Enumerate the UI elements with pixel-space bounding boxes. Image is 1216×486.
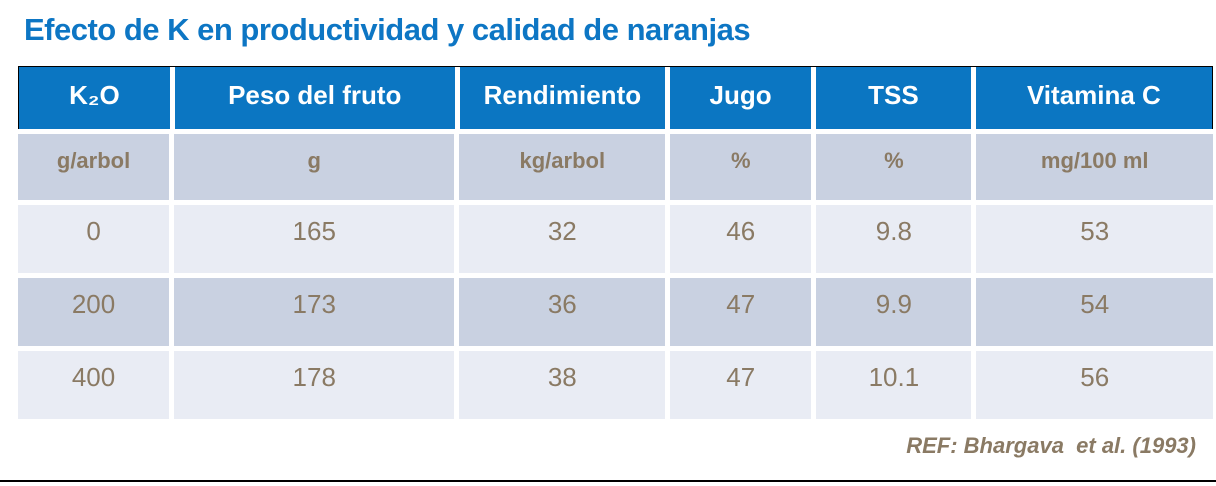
data-cell: 38 — [459, 351, 666, 419]
data-cell: 200 — [18, 278, 170, 346]
unit-cell: mg/100 ml — [976, 134, 1213, 200]
column-header-jugo: Jugo — [670, 67, 811, 129]
data-cell: 47 — [670, 351, 812, 419]
table-units-row: g/arbol g kg/arbol % % mg/100 ml — [18, 134, 1213, 200]
bottom-divider — [0, 480, 1216, 482]
data-cell: 36 — [459, 278, 666, 346]
table-row: 0 165 32 46 9.8 53 — [18, 205, 1213, 273]
data-cell: 47 — [670, 278, 812, 346]
page-title: Efecto de K en productividad y calidad d… — [24, 12, 751, 47]
table-row: 400 178 38 47 10.1 56 — [18, 351, 1213, 419]
data-cell: 165 — [174, 205, 455, 273]
data-table: K₂O Peso del fruto Rendimiento Jugo TSS … — [18, 66, 1213, 419]
unit-cell: g — [174, 134, 455, 200]
data-cell: 56 — [976, 351, 1213, 419]
table-row: 200 173 36 47 9.9 54 — [18, 278, 1213, 346]
table-header-row: K₂O Peso del fruto Rendimiento Jugo TSS … — [18, 66, 1213, 129]
column-header-tss: TSS — [816, 67, 971, 129]
column-header-rendimiento: Rendimiento — [459, 67, 666, 129]
unit-cell: kg/arbol — [459, 134, 666, 200]
column-header-k2o: K₂O — [19, 67, 170, 129]
data-cell: 32 — [459, 205, 666, 273]
data-cell: 9.9 — [816, 278, 972, 346]
data-cell: 400 — [18, 351, 170, 419]
data-cell: 53 — [976, 205, 1213, 273]
unit-cell: % — [816, 134, 972, 200]
column-header-vitamina-c: Vitamina C — [975, 67, 1212, 129]
unit-cell: g/arbol — [18, 134, 170, 200]
data-cell: 173 — [174, 278, 455, 346]
data-cell: 0 — [18, 205, 170, 273]
column-header-peso: Peso del fruto — [174, 67, 455, 129]
reference-text: REF: Bhargava et al. (1993) — [906, 433, 1196, 458]
data-cell: 46 — [670, 205, 812, 273]
data-cell: 54 — [976, 278, 1213, 346]
data-cell: 10.1 — [816, 351, 972, 419]
data-cell: 9.8 — [816, 205, 972, 273]
unit-cell: % — [670, 134, 812, 200]
data-cell: 178 — [174, 351, 455, 419]
